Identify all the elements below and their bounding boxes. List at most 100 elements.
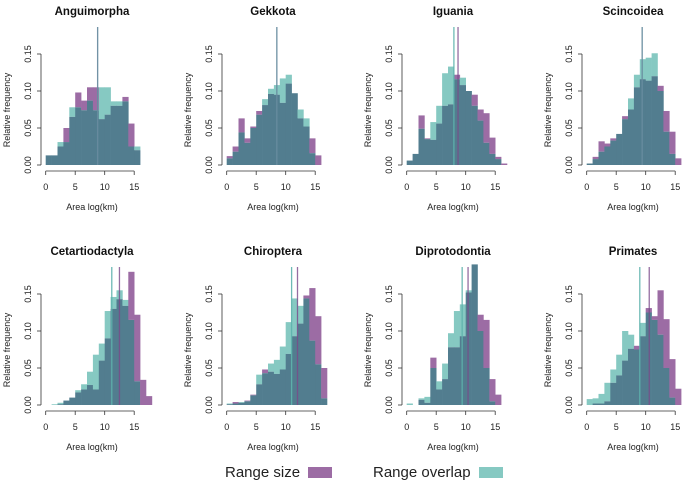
bar-overlap	[128, 146, 135, 165]
y-tick-label: 0.00	[204, 156, 214, 174]
y-tick-label: 0.05	[23, 359, 33, 377]
bar-overlap	[442, 105, 449, 165]
x-tick-label: 15	[129, 182, 139, 192]
x-tick-label: 15	[490, 182, 500, 192]
bar-range-overlap	[436, 381, 443, 390]
bar-range-size	[483, 113, 490, 143]
bar-overlap	[75, 392, 82, 405]
bar-range-overlap	[134, 146, 141, 151]
y-axis-label: Relative frequency	[543, 312, 553, 387]
x-tick-label: 10	[100, 182, 110, 192]
legend-range-size: Range size	[225, 464, 333, 481]
y-tick-label: 0.10	[204, 82, 214, 100]
bar-overlap	[604, 401, 611, 405]
bar-overlap	[657, 91, 664, 165]
bar-range-size	[256, 110, 263, 115]
bar-range-size	[669, 359, 676, 398]
bar-range-overlap	[303, 118, 310, 127]
bar-range-overlap	[448, 66, 455, 105]
panel-title: Iguania	[433, 6, 474, 18]
bar-overlap	[92, 389, 100, 405]
panel-title: Cetartiodactyla	[50, 246, 134, 258]
bar-range-size	[309, 288, 316, 341]
bar-overlap	[238, 402, 245, 405]
bar-overlap	[639, 336, 646, 405]
bar-range-overlap	[110, 101, 117, 106]
bar-overlap	[122, 305, 129, 405]
bar-range-overlap	[297, 109, 304, 119]
bar-range-overlap	[226, 403, 233, 405]
bar-overlap	[651, 319, 658, 405]
bar-overlap	[98, 119, 105, 165]
bar-range-overlap	[628, 334, 635, 349]
bar-range-overlap	[51, 404, 58, 405]
bar-overlap	[315, 364, 322, 405]
bar-overlap	[412, 153, 419, 165]
bar-overlap	[134, 150, 141, 165]
bar-overlap	[616, 133, 623, 165]
bar-range-size	[262, 369, 269, 374]
bar-overlap	[285, 83, 292, 165]
y-tick-label: 0.05	[564, 359, 574, 377]
bar-overlap	[116, 105, 123, 165]
y-tick-label: 0.15	[384, 45, 394, 63]
bar-range-size	[453, 74, 461, 80]
bar-overlap	[244, 142, 251, 165]
bar-range-size	[232, 402, 239, 404]
bar-range-overlap	[633, 74, 641, 88]
bar-range-overlap	[104, 311, 111, 339]
y-axis-label: Relative frequency	[183, 312, 193, 387]
bar-overlap	[459, 85, 466, 165]
bar-overlap	[418, 128, 425, 165]
x-tick-label: 0	[43, 422, 48, 432]
bar-overlap	[592, 159, 599, 165]
bar-range-size	[477, 314, 484, 331]
bar-overlap	[592, 403, 599, 405]
bar-overlap	[610, 382, 617, 405]
x-tick-label: 0	[224, 422, 229, 432]
bar-overlap	[75, 107, 82, 165]
panel-iguania: 0 5 10 15 0.00 0.05 0.10 0.15 Iguania Area log(km…	[363, 6, 508, 212]
bar-overlap	[453, 347, 461, 405]
bar-overlap	[471, 105, 478, 165]
bar-range-overlap	[586, 399, 593, 405]
bar-range-size	[675, 158, 682, 165]
bar-range-size	[663, 319, 670, 368]
bar-overlap	[81, 389, 88, 405]
y-tick-label: 0.05	[204, 359, 214, 377]
x-tick-label: 0	[584, 182, 589, 192]
bar-range-size	[424, 138, 431, 140]
bar-range-overlap	[604, 382, 611, 402]
x-tick-label: 15	[310, 422, 320, 432]
x-axis-label: Area log(km)	[66, 202, 118, 212]
bar-overlap	[69, 116, 76, 165]
bar-range-overlap	[622, 331, 629, 361]
bar-overlap	[309, 153, 316, 165]
y-axis-label: Relative frequency	[363, 312, 373, 387]
legend-label-range-size: Range size	[225, 464, 301, 481]
y-tick-label: 0.05	[23, 119, 33, 137]
bar-overlap	[663, 131, 670, 165]
x-tick-label: 10	[281, 182, 291, 192]
bar-overlap	[442, 379, 449, 405]
bar-overlap	[273, 373, 281, 405]
bar-range-overlap	[448, 333, 455, 348]
bar-overlap	[633, 87, 641, 165]
bar-range-size	[471, 94, 478, 106]
bar-range-size	[309, 138, 316, 154]
bar-range-overlap	[81, 384, 88, 390]
y-tick-label: 0.00	[564, 156, 574, 174]
bar-overlap	[477, 331, 484, 405]
y-tick-label: 0.15	[564, 45, 574, 63]
legend-swatch-range-overlap	[478, 467, 503, 478]
bar-overlap	[477, 120, 484, 165]
y-tick-label: 0.10	[23, 82, 33, 100]
bar-range-size	[250, 394, 257, 396]
bar-overlap	[63, 142, 70, 165]
bar-overlap	[645, 80, 652, 165]
y-tick-label: 0.00	[384, 396, 394, 414]
bar-range-overlap	[122, 299, 129, 306]
bar-overlap	[57, 146, 64, 165]
bar-overlap	[495, 159, 502, 165]
bar-range-size	[63, 128, 70, 143]
